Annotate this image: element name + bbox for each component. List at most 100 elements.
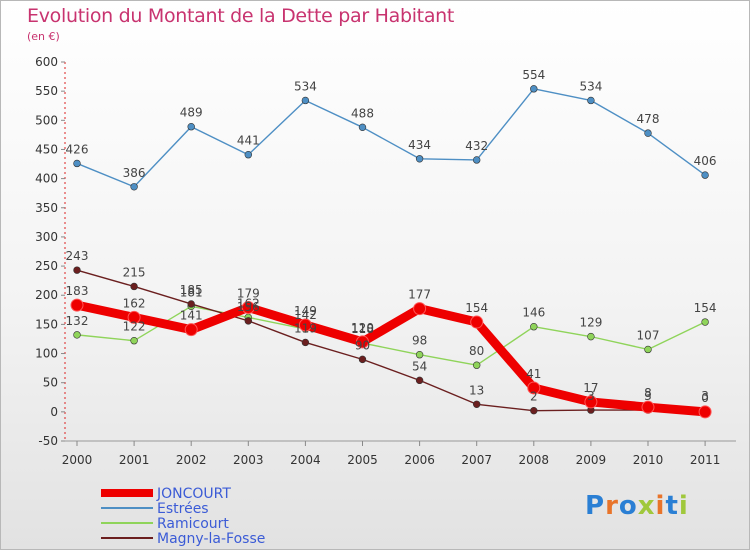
chart-subtitle: (en €)	[27, 30, 60, 43]
data-label-magny-la-fosse: 3	[644, 389, 652, 403]
chart-title: Evolution du Montant de la Dette par Hab…	[27, 5, 455, 27]
legend-label-joncourt: JONCOURT	[156, 486, 231, 502]
data-point-joncourt	[127, 310, 141, 324]
y-tick-label: 400	[35, 172, 58, 186]
data-label-ramicourt: 162	[237, 296, 260, 310]
data-label-joncourt: 149	[294, 304, 317, 318]
data-point-magny-la-fosse	[415, 376, 424, 385]
data-label-ramicourt: 98	[412, 334, 427, 348]
data-label-magny-la-fosse: 215	[123, 265, 146, 279]
data-point-ramicourt	[130, 337, 138, 345]
data-point-estr-es	[187, 123, 195, 131]
x-tick-label: 2007	[461, 453, 492, 467]
x-tick-label: 2002	[176, 453, 207, 467]
data-point-ramicourt	[415, 351, 424, 359]
data-point-ramicourt	[473, 361, 481, 369]
data-point-ramicourt	[701, 318, 709, 326]
x-tick-label: 2011	[690, 453, 721, 467]
data-point-estr-es	[644, 129, 652, 137]
data-label-estr-es: 554	[522, 68, 545, 82]
data-label-joncourt: 120	[351, 321, 374, 335]
y-tick-label: -50	[38, 434, 58, 448]
x-tick-label: 2008	[519, 453, 550, 467]
data-label-estr-es: 488	[351, 106, 374, 120]
data-point-ramicourt	[587, 332, 595, 341]
data-label-magny-la-fosse: 119	[294, 321, 317, 335]
y-tick-label: 200	[35, 288, 58, 302]
data-label-joncourt: 177	[408, 288, 431, 302]
data-point-joncourt	[70, 298, 84, 312]
x-tick-label: 2003	[233, 453, 264, 467]
data-label-ramicourt: 146	[522, 306, 545, 320]
legend-label-ramicourt: Ramicourt	[157, 516, 229, 532]
data-label-estr-es: 489	[180, 106, 203, 120]
data-label-joncourt: 179	[237, 286, 260, 300]
data-point-joncourt	[641, 400, 655, 414]
data-label-ramicourt: 181	[180, 285, 203, 299]
data-point-joncourt	[356, 335, 369, 349]
data-point-magny-la-fosse	[301, 338, 310, 347]
data-point-estr-es	[530, 85, 538, 93]
data-label-joncourt: 8	[644, 386, 652, 400]
data-point-magny-la-fosse	[530, 406, 538, 415]
series-line-ramicourt	[76, 305, 706, 366]
x-tick-label: 2005	[347, 453, 378, 467]
data-label-joncourt: 141	[180, 309, 203, 323]
data-label-joncourt: 183	[66, 284, 89, 298]
data-label-ramicourt: 118	[351, 322, 374, 336]
data-point-joncourt	[584, 395, 598, 409]
data-point-estr-es	[130, 183, 138, 191]
data-point-joncourt	[698, 405, 712, 419]
data-label-ramicourt: 107	[637, 328, 660, 342]
data-point-estr-es	[301, 96, 310, 105]
data-label-joncourt: 162	[123, 296, 146, 310]
y-tick-label: 150	[35, 317, 58, 331]
data-point-ramicourt	[530, 323, 538, 331]
data-point-magny-la-fosse	[187, 300, 195, 308]
data-label-estr-es: 441	[237, 134, 260, 148]
data-point-joncourt	[413, 302, 427, 316]
data-label-estr-es: 434	[408, 138, 431, 152]
x-tick-label: 2009	[576, 453, 607, 467]
legend-label-magny-la-fosse: Magny-la-Fosse	[157, 531, 265, 547]
data-label-ramicourt: 129	[579, 316, 602, 330]
y-tick-label: 550	[35, 84, 58, 98]
data-label-magny-la-fosse: 13	[469, 383, 484, 397]
data-label-magny-la-fosse: 185	[180, 283, 203, 297]
y-tick-label: 250	[35, 259, 58, 273]
data-label-estr-es: 386	[123, 166, 146, 180]
axes: -50 0 50 100 150 200 250 300 350 400 450 500 550 600 2…	[35, 55, 736, 467]
data-point-estr-es	[587, 96, 595, 105]
data-label-magny-la-fosse: 156	[237, 300, 260, 314]
data-label-ramicourt: 132	[66, 314, 89, 328]
x-tick-label: 2006	[404, 453, 435, 467]
data-label-magny-la-fosse: 243	[66, 249, 89, 263]
data-label-ramicourt: 80	[469, 344, 484, 358]
data-label-magny-la-fosse: 54	[412, 359, 427, 373]
proxiti-logo: Proxiti	[585, 491, 689, 521]
data-label-ramicourt: 154	[694, 301, 717, 315]
data-label-estr-es: 534	[579, 79, 602, 93]
data-point-ramicourt	[73, 331, 81, 339]
x-tick-label: 2001	[119, 453, 150, 467]
y-tick-label: 50	[43, 376, 58, 390]
series-layer	[70, 85, 712, 419]
data-label-magny-la-fosse: 3	[701, 389, 709, 403]
data-label-estr-es: 534	[294, 79, 317, 93]
data-point-magny-la-fosse	[73, 266, 81, 274]
data-label-magny-la-fosse: 90	[355, 338, 370, 352]
data-point-estr-es	[415, 155, 424, 163]
data-point-magny-la-fosse	[473, 400, 481, 408]
data-label-joncourt: 41	[526, 367, 541, 381]
data-label-magny-la-fosse: 3	[587, 389, 595, 403]
data-label-estr-es: 432	[465, 139, 488, 153]
data-label-joncourt: 154	[465, 301, 488, 315]
data-point-joncourt	[470, 315, 484, 329]
data-point-magny-la-fosse	[130, 282, 138, 291]
y-tick-label: 300	[35, 230, 58, 244]
data-point-estr-es	[473, 156, 481, 164]
data-label-magny-la-fosse: 2	[530, 390, 538, 404]
